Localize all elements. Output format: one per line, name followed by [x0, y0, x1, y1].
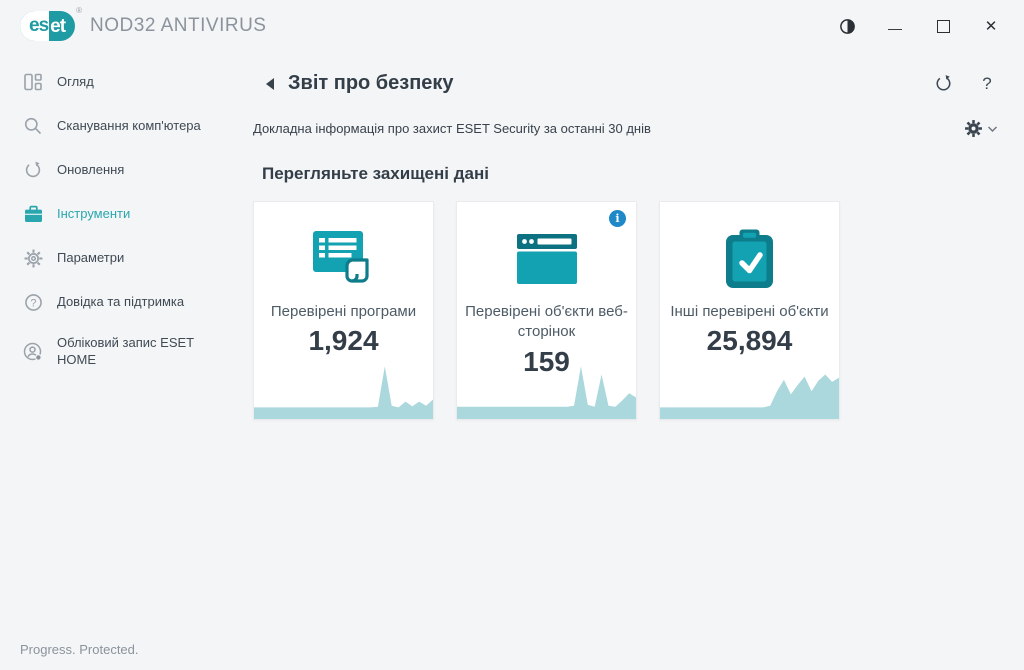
sidebar-item-label: Інструменти: [57, 205, 131, 221]
sparkline-chart: [457, 366, 636, 412]
eset-logo-text-left: es: [20, 11, 49, 41]
card-label: Інші перевірені об'єкти: [670, 303, 829, 320]
report-options-button[interactable]: [964, 119, 998, 138]
section-title: Перегляньте захищені дані: [262, 164, 489, 183]
sidebar-item-help-support[interactable]: ? Довідка та підтримка: [0, 280, 253, 324]
sidebar-item-label: Довідка та підтримка: [57, 293, 185, 309]
sparkline-chart: [660, 374, 839, 412]
sidebar-item-label: Обліковий запис ESET HOME: [57, 335, 194, 367]
page-title: Звіт про безпеку: [288, 72, 454, 94]
sidebar-item-label: Огляд: [57, 73, 94, 89]
refresh-icon[interactable]: [932, 73, 954, 95]
chevron-down-icon: [988, 126, 997, 132]
registered-trademark: ®: [76, 6, 83, 15]
product-name: NOD32 ANTIVIRUS: [90, 15, 267, 36]
maximize-button[interactable]: [934, 17, 952, 35]
card-bottom-strip: [457, 411, 636, 419]
other-scanned-objects-icon: [725, 229, 773, 288]
account-icon: [22, 341, 44, 363]
minimize-button[interactable]: —: [888, 20, 902, 36]
sidebar-item-eset-home-account[interactable]: Обліковий запис ESET HOME: [0, 324, 253, 380]
sidebar-nav: Огляд Сканування комп'ютера Оновлення: [0, 52, 253, 630]
info-icon[interactable]: i: [609, 210, 626, 227]
card-value: 25,894: [706, 325, 793, 357]
computer-scan-icon: [22, 115, 44, 137]
back-icon[interactable]: [266, 77, 274, 90]
sidebar-item-label: Сканування комп'ютера: [57, 117, 201, 133]
other-scanned-objects-card[interactable]: Інші перевірені об'єкти 25,894: [659, 201, 840, 420]
svg-text:?: ?: [30, 297, 36, 309]
subheader-text: Докладна інформація про захист ESET Secu…: [253, 121, 651, 136]
page-header: Звіт про безпеку ?: [266, 72, 998, 95]
sidebar-item-overview[interactable]: Огляд: [0, 60, 253, 104]
sparkline-chart: [254, 366, 433, 412]
stats-cards-row: Перевірені програми 1,924 i Пер: [253, 201, 1024, 420]
close-button[interactable]: ✕: [984, 18, 998, 35]
help-icon: ?: [22, 291, 44, 313]
eset-logo-text-right: et: [50, 15, 66, 37]
sidebar-item-update[interactable]: Оновлення: [0, 148, 253, 192]
sidebar-item-tools[interactable]: Інструменти: [0, 192, 253, 236]
main-content: Звіт про безпеку ? Докладна інформація п…: [253, 52, 1024, 630]
tools-icon: [22, 203, 44, 225]
card-label: Перевірені програми: [270, 303, 417, 320]
sidebar-item-label: Параметри: [57, 249, 125, 265]
subheader: Докладна інформація про захист ESET Secu…: [253, 119, 998, 138]
sidebar-item-label: Оновлення: [57, 161, 125, 177]
window-controls: — ✕: [838, 17, 1006, 36]
sidebar-item-computer-scan[interactable]: Сканування комп'ютера: [0, 104, 253, 148]
scanned-applications-card[interactable]: Перевірені програми 1,924: [253, 201, 434, 420]
card-value: 1,924: [308, 325, 379, 357]
scanned-applications-icon: [312, 231, 369, 283]
footer-tagline: Progress. Protected.: [20, 642, 139, 657]
settings-icon: [22, 247, 44, 269]
theme-contrast-toggle-icon[interactable]: [838, 17, 856, 35]
card-value: 159: [523, 345, 570, 377]
sidebar-item-settings[interactable]: Параметри: [0, 236, 253, 280]
card-bottom-strip: [660, 411, 839, 419]
gear-icon: [965, 120, 982, 137]
card-bottom-strip: [254, 411, 433, 419]
help-icon[interactable]: ?: [982, 73, 992, 93]
scanned-web-objects-card[interactable]: i Перевірені об'єкти веб-сторінок 159: [456, 201, 637, 420]
update-icon: [22, 159, 44, 181]
eset-logo: es et ®: [20, 6, 82, 41]
card-label: Перевірені об'єкти веб-сторінок: [465, 303, 628, 341]
scanned-web-objects-icon: [516, 234, 577, 284]
overview-icon: [22, 71, 44, 93]
titlebar: es et ® NOD32 ANTIVIRUS — ✕: [0, 0, 1024, 52]
